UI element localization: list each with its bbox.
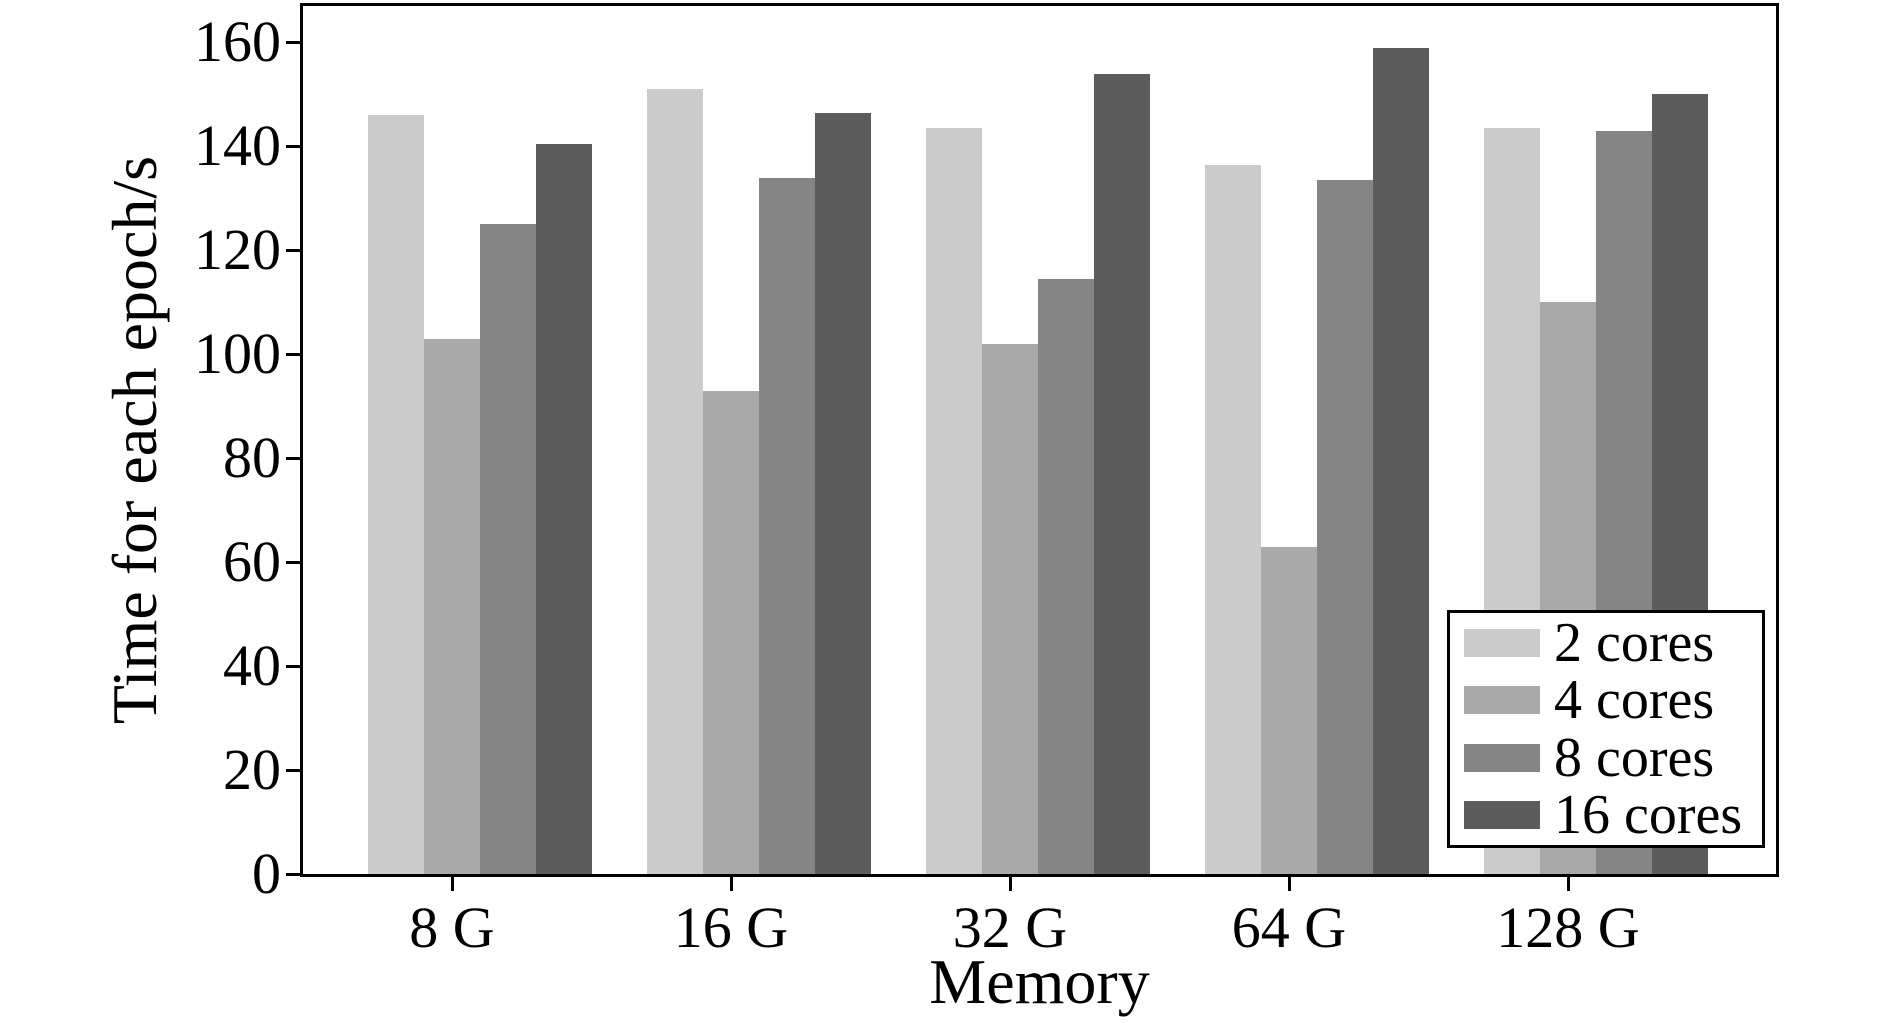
x-tick-label: 128 G <box>1496 895 1640 960</box>
y-tick <box>286 145 300 149</box>
x-tick <box>730 877 733 891</box>
x-tick-label: 16 G <box>673 895 789 960</box>
bar-2-cores-32G <box>926 128 982 874</box>
bar-4-cores-64G <box>1261 547 1317 874</box>
x-axis-label: Memory <box>929 946 1150 1017</box>
y-tick-label: 40 <box>223 633 281 699</box>
y-tick-label: 0 <box>252 841 281 906</box>
legend-item-2-cores: 2 cores <box>1464 615 1762 671</box>
y-tick-label: 20 <box>223 737 281 803</box>
bar-4-cores-8G <box>424 339 480 874</box>
x-tick-label: 8 G <box>409 895 495 960</box>
legend-item-16-cores: 16 cores <box>1464 787 1762 843</box>
bar-16-cores-64G <box>1373 48 1429 874</box>
legend-swatch-16-cores <box>1464 801 1540 830</box>
x-tick <box>1288 877 1291 891</box>
legend-swatch-4-cores <box>1464 686 1540 715</box>
y-tick-label: 60 <box>223 529 281 595</box>
y-tick-label: 140 <box>194 113 281 179</box>
bar-8-cores-8G <box>480 224 536 874</box>
bar-2-cores-8G <box>368 115 424 874</box>
bar-2-cores-16G <box>647 89 703 874</box>
x-tick <box>1009 877 1012 891</box>
x-tick-label: 32 G <box>952 895 1068 960</box>
bar-8-cores-32G <box>1038 279 1094 874</box>
legend-label-16-cores: 16 cores <box>1554 784 1743 847</box>
bar-16-cores-8G <box>536 144 592 874</box>
x-tick <box>451 877 454 891</box>
x-tick-label: 64 G <box>1231 895 1347 960</box>
y-tick <box>286 41 300 45</box>
bar-16-cores-16G <box>815 113 871 874</box>
y-tick <box>286 561 300 565</box>
legend-label-2-cores: 2 cores <box>1554 611 1715 674</box>
y-tick-label: 80 <box>223 425 281 491</box>
bar-4-cores-16G <box>703 391 759 874</box>
bar-8-cores-16G <box>759 178 815 874</box>
y-tick <box>286 873 300 876</box>
y-tick <box>286 249 300 253</box>
legend-item-4-cores: 4 cores <box>1464 672 1762 728</box>
y-tick-label: 160 <box>194 9 281 75</box>
bar-4-cores-32G <box>982 344 1038 874</box>
x-tick <box>1567 877 1570 891</box>
plot-area: Time for each epoch/s Memory 2 cores 4 c… <box>99 3 1779 1014</box>
y-tick <box>286 769 300 773</box>
legend-label-8-cores: 8 cores <box>1554 726 1715 789</box>
y-tick <box>286 353 300 357</box>
bar-2-cores-64G <box>1205 165 1261 874</box>
bar-16-cores-32G <box>1094 74 1150 874</box>
bar-8-cores-64G <box>1317 180 1373 874</box>
y-tick <box>286 457 300 461</box>
legend-item-8-cores: 8 cores <box>1464 730 1762 786</box>
legend-label-4-cores: 4 cores <box>1554 669 1715 732</box>
y-tick <box>286 665 300 669</box>
legend-swatch-2-cores <box>1464 628 1540 657</box>
y-tick-label: 100 <box>194 321 281 387</box>
legend: 2 cores 4 cores 8 cores 16 cores <box>1447 610 1765 848</box>
y-tick-label: 120 <box>194 217 281 283</box>
legend-swatch-8-cores <box>1464 743 1540 772</box>
